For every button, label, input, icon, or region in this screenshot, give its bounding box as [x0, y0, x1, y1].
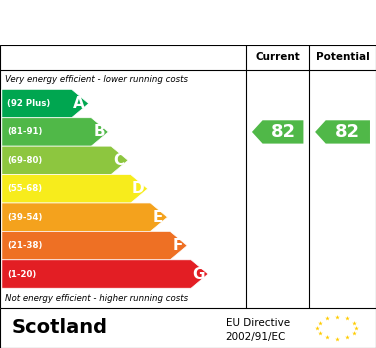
Polygon shape: [2, 175, 148, 203]
Text: Scotland: Scotland: [11, 318, 107, 338]
Text: (55-68): (55-68): [7, 184, 42, 193]
Text: 2002/91/EC: 2002/91/EC: [226, 332, 286, 342]
Text: 82: 82: [335, 123, 361, 141]
Text: Potential: Potential: [316, 52, 369, 62]
Polygon shape: [2, 231, 187, 260]
Text: D: D: [132, 181, 145, 196]
Text: EU Directive: EU Directive: [226, 318, 290, 328]
Text: B: B: [93, 125, 105, 140]
Polygon shape: [315, 120, 370, 144]
Text: C: C: [113, 153, 124, 168]
Text: (1-20): (1-20): [7, 269, 36, 278]
Text: (21-38): (21-38): [7, 241, 42, 250]
Text: Current: Current: [255, 52, 300, 62]
Text: F: F: [173, 238, 183, 253]
Polygon shape: [2, 89, 89, 118]
Polygon shape: [252, 120, 303, 144]
Text: 82: 82: [270, 123, 296, 141]
Polygon shape: [2, 146, 128, 175]
Text: (92 Plus): (92 Plus): [7, 99, 50, 108]
Text: E: E: [153, 210, 163, 225]
Text: A: A: [73, 96, 85, 111]
Text: (81-91): (81-91): [7, 127, 42, 136]
Polygon shape: [2, 260, 208, 288]
Text: G: G: [193, 267, 205, 282]
Text: Very energy efficient - lower running costs: Very energy efficient - lower running co…: [5, 75, 188, 84]
Polygon shape: [2, 118, 108, 146]
Text: Energy Efficiency Rating: Energy Efficiency Rating: [11, 13, 259, 31]
Text: (69-80): (69-80): [7, 156, 42, 165]
Text: (39-54): (39-54): [7, 213, 42, 222]
Text: Not energy efficient - higher running costs: Not energy efficient - higher running co…: [5, 294, 188, 303]
Polygon shape: [2, 203, 167, 231]
